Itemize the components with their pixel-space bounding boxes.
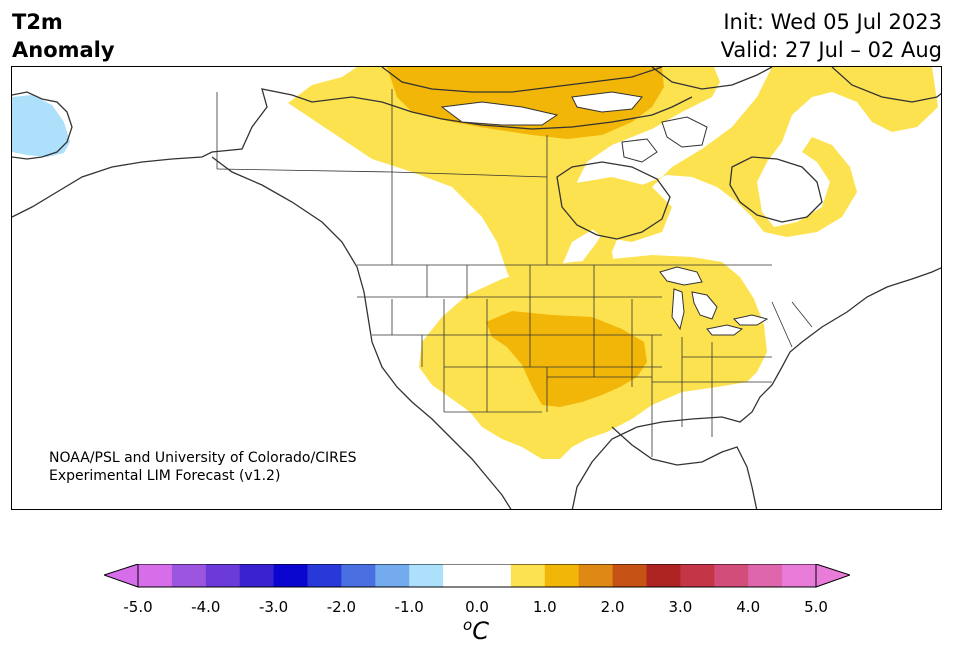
colorbar-tick-label: 3.0: [668, 598, 693, 616]
map-title: T2m Anomaly: [12, 8, 115, 64]
colorbar-segment: [341, 564, 376, 587]
anomaly-map: [12, 67, 941, 509]
colorbar-tick-label: -3.0: [258, 598, 289, 616]
colorbar-segment: [307, 564, 342, 587]
unit-celsius: C: [472, 617, 489, 645]
colorbar-tick-label: 4.0: [736, 598, 761, 616]
colorbar-segment: [748, 564, 783, 587]
colorbar-segment: [375, 564, 410, 587]
colorbar: [104, 564, 850, 588]
valid-date: Valid: 27 Jul – 02 Aug: [720, 38, 942, 62]
colorbar-segment: [782, 564, 817, 587]
anomaly-hudson-bay-warm: [552, 177, 672, 242]
credit-line-2: Experimental LIM Forecast (v1.2): [49, 468, 281, 484]
colorbar-segment: [239, 564, 275, 587]
title-line-2: Anomaly: [12, 38, 115, 62]
arctic-islands: [440, 91, 708, 163]
colorbar-segment: [714, 564, 749, 587]
colorbar-tick-label: -5.0: [123, 598, 153, 616]
colorbar-segment: [477, 564, 512, 587]
colorbar-segment: [680, 564, 715, 587]
colorbar-segment: [544, 564, 580, 587]
colorbar-segment: [171, 564, 207, 587]
colorbar-tick-label: 1.0: [532, 598, 557, 616]
coastlines: [12, 67, 941, 509]
anomaly-northern-canada-warm: [288, 67, 938, 322]
colorbar-frame: [137, 564, 817, 588]
forecast-dates: Init: Wed 05 Jul 2023 Valid: 27 Jul – 02…: [721, 8, 942, 64]
credit-line-1: NOAA/PSL and University of Colorado/CIRE…: [49, 450, 357, 466]
great-lakes: [659, 266, 769, 336]
init-date: Init: Wed 05 Jul 2023: [723, 10, 942, 34]
colorbar-unit: oC: [463, 616, 489, 645]
colorbar-tick-label: 5.0: [804, 598, 828, 616]
colorbar-tick-label: -4.0: [191, 598, 221, 616]
map-panel: [11, 66, 942, 510]
colorbar-extend-high: [815, 564, 850, 588]
unit-degree: o: [463, 616, 473, 634]
colorbar-tick-label: 0.0: [465, 598, 489, 616]
colorbar-segments: [138, 564, 817, 587]
colorbar-segment: [409, 564, 444, 587]
colorbar-segment: [273, 564, 308, 587]
anomaly-alaska-cool: [12, 95, 70, 157]
colorbar-segment: [205, 564, 241, 587]
colorbar-segment: [443, 564, 478, 587]
colorbar-tick-label: -1.0: [394, 598, 424, 616]
colorbar-tick-labels: -5.0 -4.0 -3.0 -2.0 -1.0 0.0 1.0 2.0 3.0 4.0 5.0: [0, 598, 953, 618]
colorbar-segment: [138, 564, 173, 587]
credit-text: NOAA/PSL and University of Colorado/CIRE…: [49, 449, 357, 485]
colorbar-segment: [510, 564, 546, 587]
colorbar-extend-low: [104, 564, 139, 588]
colorbar-segment: [578, 564, 614, 587]
state-province-borders: [216, 89, 813, 457]
colorbar-segment: [612, 564, 647, 587]
colorbar-segment: [646, 564, 681, 587]
colorbar-tick-label: -2.0: [326, 598, 357, 616]
colorbar-tick-label: 2.0: [600, 598, 625, 616]
title-line-1: T2m: [12, 10, 63, 34]
